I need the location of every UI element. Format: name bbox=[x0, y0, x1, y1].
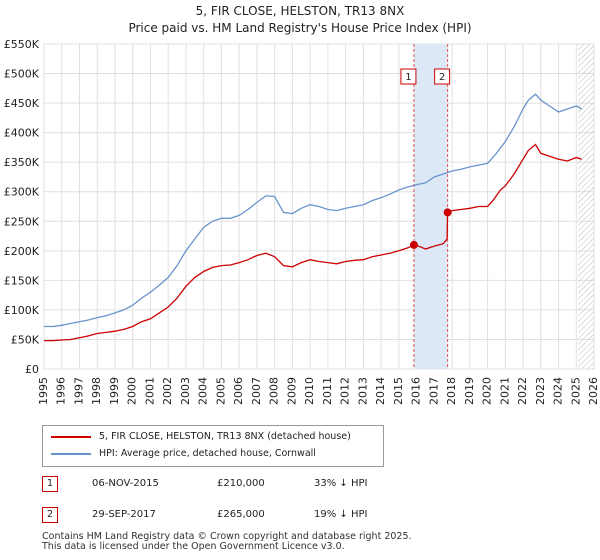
x-tick-label: 2007 bbox=[250, 377, 263, 405]
y-tick-label: £550K bbox=[4, 38, 40, 51]
sale-hpi-diff-2: 19% ↓ HPI bbox=[314, 509, 368, 520]
chart-legend: 5, FIR CLOSE, HELSTON, TR13 8NX (detache… bbox=[42, 425, 384, 467]
y-tick-label: £200K bbox=[4, 245, 40, 258]
sale-date-2: 29-SEP-2017 bbox=[92, 509, 156, 520]
holding-period-shade bbox=[413, 44, 448, 369]
sale-1-point bbox=[409, 240, 418, 249]
sale-2-point bbox=[443, 208, 452, 217]
sale-price-1: £210,000 bbox=[217, 478, 265, 489]
x-tick-label: 2005 bbox=[214, 377, 227, 405]
legend-swatch-property bbox=[51, 435, 91, 438]
legend-swatch-hpi bbox=[51, 452, 91, 455]
x-tick-label: 2015 bbox=[392, 377, 405, 405]
x-tick-label: 1995 bbox=[37, 377, 50, 405]
sale-2-box bbox=[434, 68, 451, 85]
sale-badge-2: 2 bbox=[42, 507, 58, 523]
footer-note: Contains HM Land Registry data © Crown c… bbox=[42, 532, 412, 552]
x-tick-label: 2024 bbox=[552, 377, 565, 405]
x-tick-label: 2010 bbox=[303, 377, 316, 405]
x-tick-label: 1998 bbox=[90, 377, 103, 405]
legend-item-hpi: HPI: Average price, detached house, Corn… bbox=[51, 448, 316, 459]
x-tick-label: 2003 bbox=[179, 377, 192, 405]
footer-line-2: This data is licensed under the Open Gov… bbox=[42, 541, 345, 552]
y-tick-label: £350K bbox=[4, 156, 40, 169]
legend-label-hpi: HPI: Average price, detached house, Corn… bbox=[99, 448, 316, 459]
x-tick-label: 2000 bbox=[126, 377, 139, 405]
sale-hpi-diff-1: 33% ↓ HPI bbox=[314, 478, 368, 489]
hpi-line bbox=[44, 93, 582, 328]
y-tick-label: £100K bbox=[4, 304, 40, 317]
x-tick-label: 2011 bbox=[321, 377, 334, 405]
chart-title: 5, FIR CLOSE, HELSTON, TR13 8NX bbox=[195, 4, 405, 18]
y-tick-label: £50K bbox=[11, 333, 40, 346]
y-tick-label: £400K bbox=[4, 127, 40, 140]
sale-price-2: £265,000 bbox=[217, 509, 265, 520]
legend-label-property: 5, FIR CLOSE, HELSTON, TR13 8NX (detache… bbox=[99, 431, 351, 442]
price-chart: £0 £50K £100K £150K £200K £250K £300K £350K £400… bbox=[4, 38, 600, 405]
x-tick-label: 2022 bbox=[516, 377, 529, 405]
y-tick-label: £450K bbox=[4, 97, 40, 110]
x-tick-label: 2016 bbox=[410, 377, 423, 405]
x-tick-label: 2018 bbox=[445, 377, 458, 405]
y-tick-label: £500K bbox=[4, 68, 40, 81]
x-tick-label: 2014 bbox=[374, 377, 387, 405]
x-tick-label: 2009 bbox=[285, 377, 298, 405]
y-tick-label: £250K bbox=[4, 215, 40, 228]
x-tick-label: 2019 bbox=[463, 377, 476, 405]
y-tick-label: £300K bbox=[4, 186, 40, 199]
x-tick-label: 2002 bbox=[161, 377, 174, 405]
x-tick-label: 2012 bbox=[339, 377, 352, 405]
sale-row-2: 2 29-SEP-2017 £265,000 19% ↓ HPI bbox=[42, 507, 462, 525]
sale-date-1: 06-NOV-2015 bbox=[92, 478, 159, 489]
property-price-line bbox=[44, 143, 582, 342]
forecast-hatch bbox=[578, 44, 594, 369]
chart-subtitle: Price paid vs. HM Land Registry's House … bbox=[128, 21, 472, 35]
x-tick-label: 2013 bbox=[356, 377, 369, 405]
x-tick-label: 2001 bbox=[143, 377, 156, 405]
sale-1-box bbox=[400, 68, 417, 85]
x-tick-label: 2026 bbox=[587, 377, 600, 405]
x-tick-label: 2006 bbox=[232, 377, 245, 405]
x-tick-label: 2025 bbox=[569, 377, 582, 405]
x-tick-label: 2004 bbox=[197, 377, 210, 405]
y-tick-label: £150K bbox=[4, 274, 40, 287]
x-tick-label: 1997 bbox=[72, 377, 85, 405]
legend-item-property: 5, FIR CLOSE, HELSTON, TR13 8NX (detache… bbox=[51, 431, 351, 442]
x-tick-label: 2017 bbox=[427, 377, 440, 405]
sale-2-label: 2 bbox=[439, 72, 445, 83]
x-tick-label: 1996 bbox=[55, 377, 68, 405]
x-tick-label: 2021 bbox=[498, 377, 511, 405]
sale-badge-1: 1 bbox=[42, 476, 58, 492]
x-tick-label: 1999 bbox=[108, 377, 121, 405]
x-tick-label: 2008 bbox=[268, 377, 281, 405]
x-tick-label: 2023 bbox=[534, 377, 547, 405]
footer-line-1: Contains HM Land Registry data © Crown c… bbox=[42, 531, 412, 542]
sale-1-label: 1 bbox=[405, 72, 411, 83]
sale-row-1: 1 06-NOV-2015 £210,000 33% ↓ HPI bbox=[42, 476, 462, 494]
y-tick-label: £0 bbox=[25, 363, 39, 376]
x-tick-label: 2020 bbox=[481, 377, 494, 405]
